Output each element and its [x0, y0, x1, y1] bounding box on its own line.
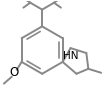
Text: O: O	[9, 66, 18, 79]
Text: HN: HN	[63, 51, 78, 61]
